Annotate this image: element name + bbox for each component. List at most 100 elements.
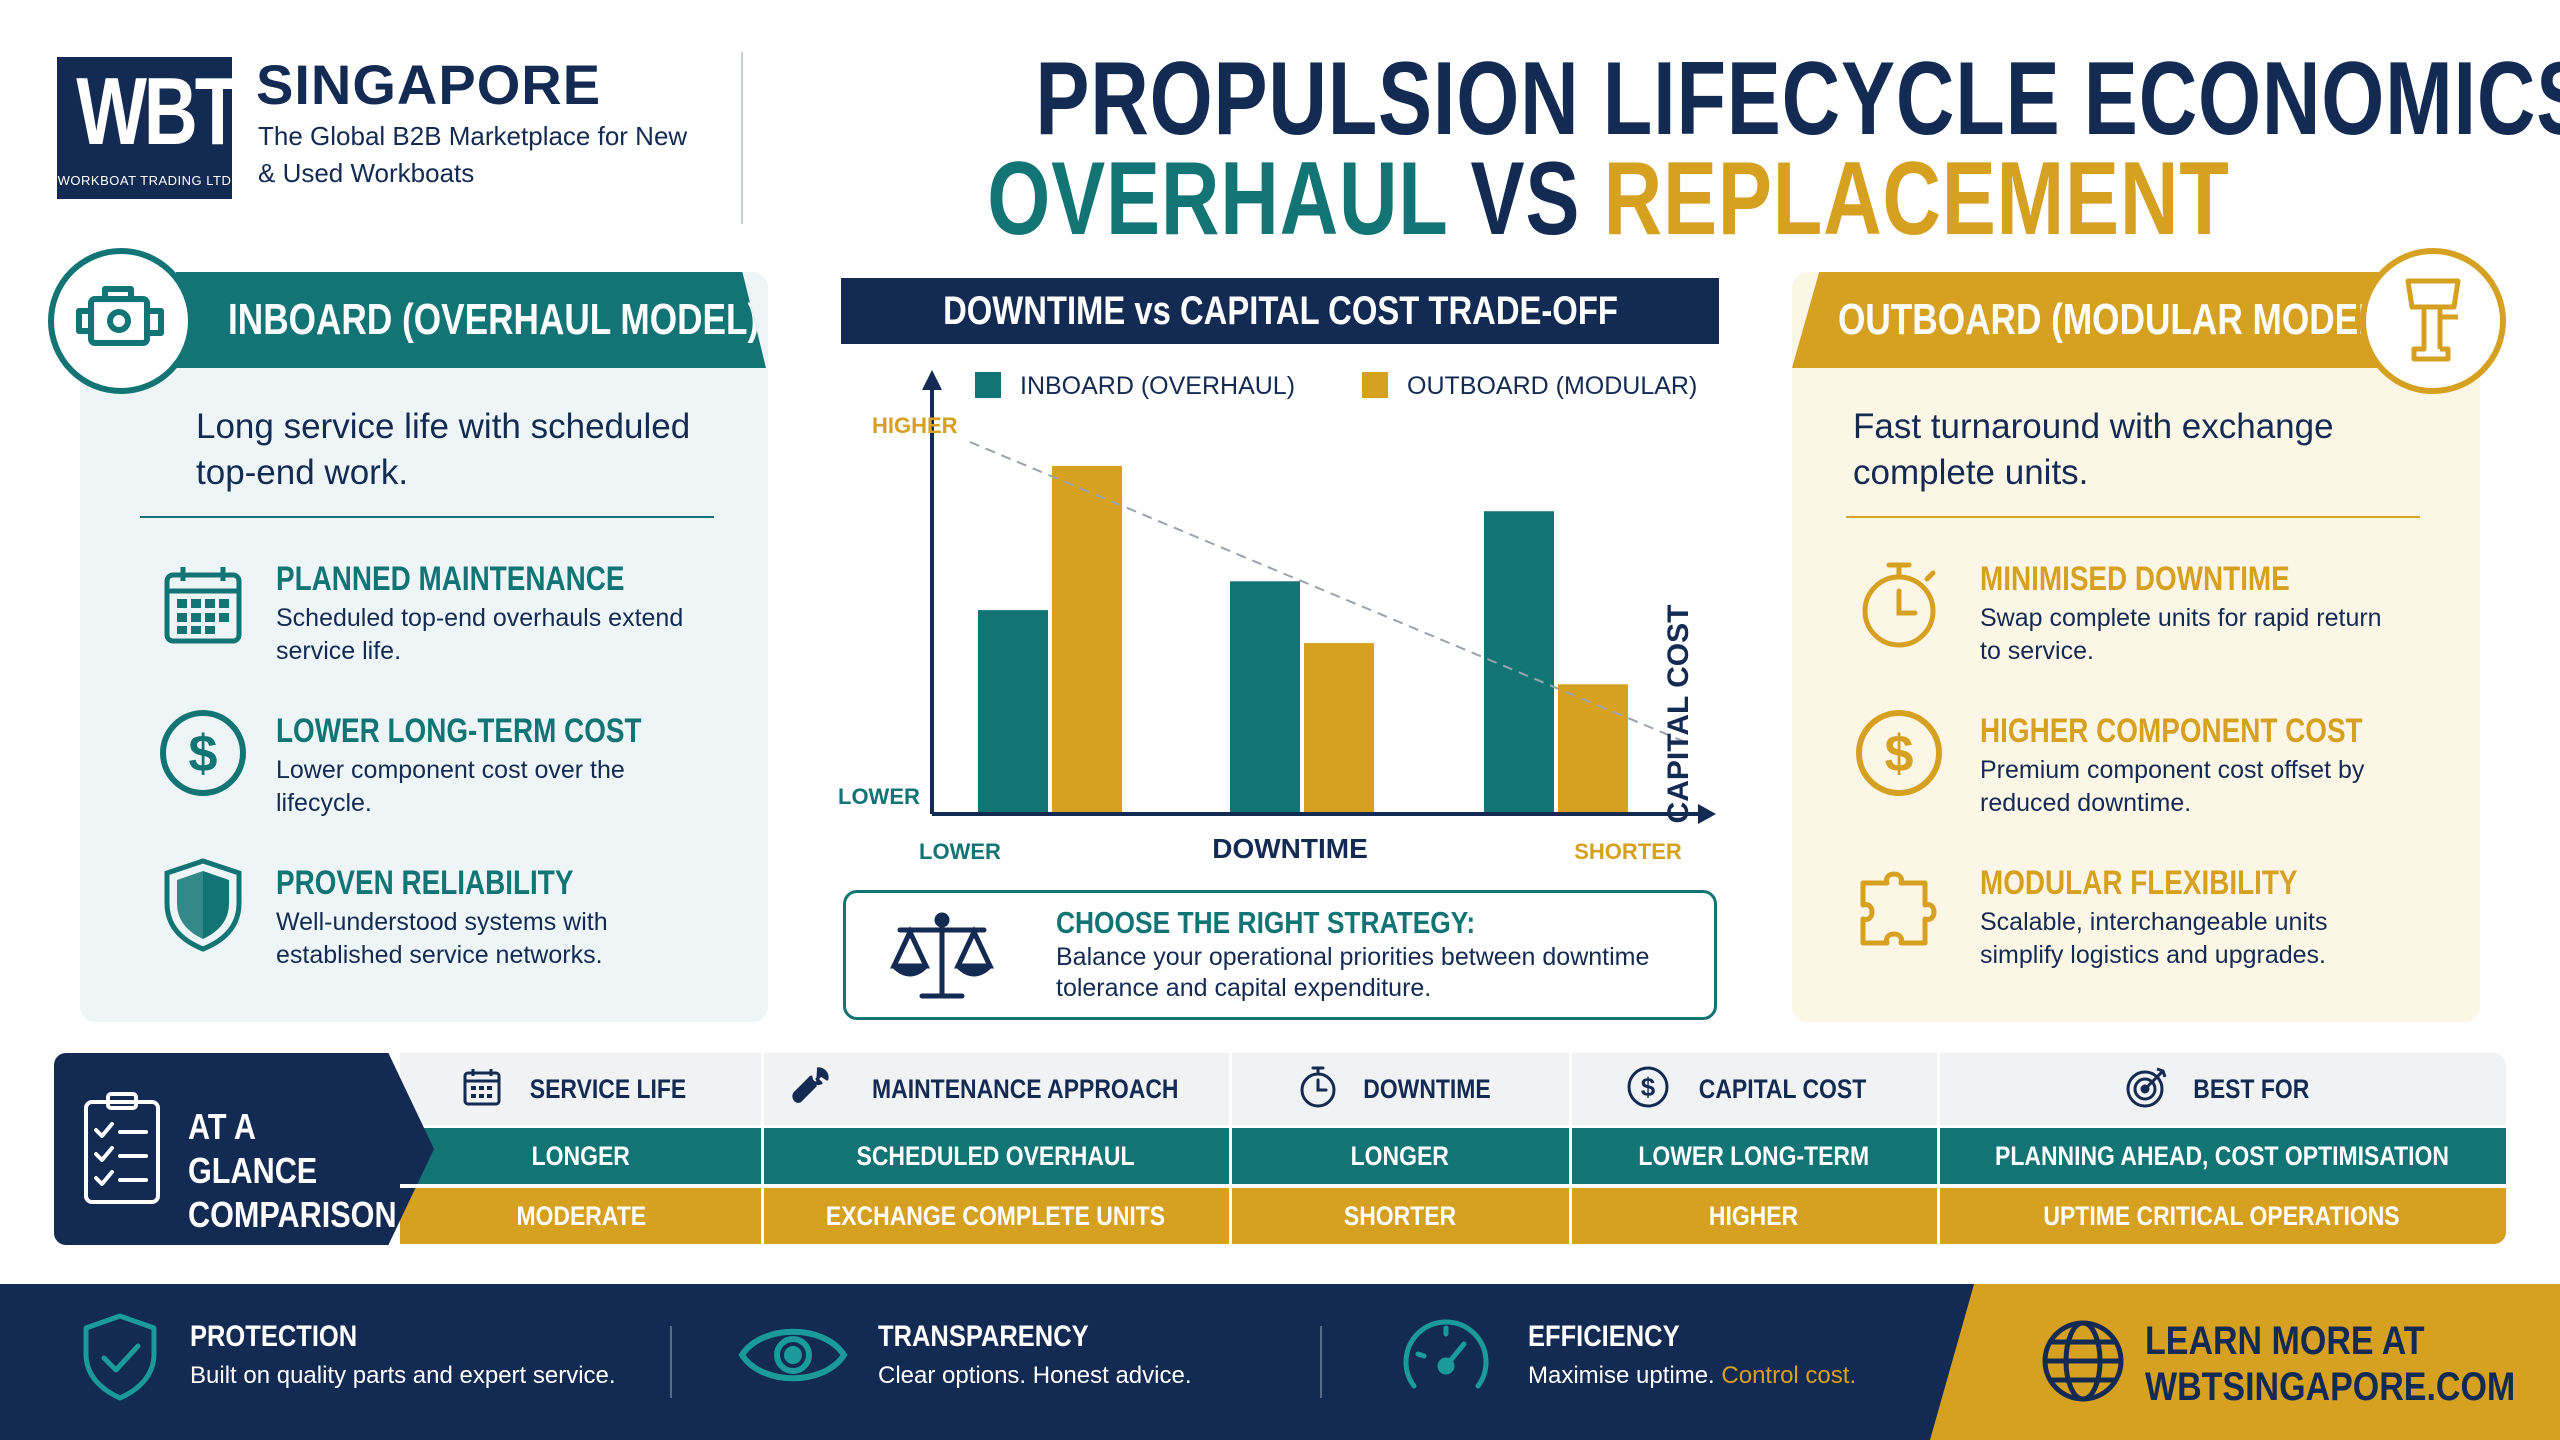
chart-legend: INBOARD (OVERHAUL) OUTBOARD (MODULAR) [975, 372, 1697, 400]
y-axis-label: CAPITAL COST [1662, 605, 1695, 824]
company-logo: WBT WORKBOAT TRADING LTD [57, 57, 241, 199]
comparison-cell: LONGER [400, 1128, 762, 1184]
col-header-label: CAPITAL COST [1699, 1073, 1867, 1104]
dollar-icon: $ [1852, 706, 1946, 800]
shield-icon [156, 858, 250, 952]
inboard-feature-desc: Scheduled top-end overhauls extend servi… [276, 604, 684, 665]
trend-line [969, 441, 1691, 745]
strategy-title: CHOOSE THE RIGHT STRATEGY: [1056, 905, 1476, 940]
col-header-service-life: SERVICE LIFE [400, 1053, 762, 1125]
footer-separator [1320, 1326, 1322, 1398]
comparison-cell: PLANNING AHEAD, COST OPTIMISATION [1938, 1128, 2506, 1184]
stopwatch-icon [1852, 558, 1946, 652]
bar-inboard-2 [1230, 581, 1300, 812]
outboard-feature-title: HIGHER COMPONENT COST [1980, 712, 2363, 750]
scales-icon [886, 910, 998, 1011]
at-a-glance-label: AT A GLANCE COMPARISON [188, 1106, 397, 1235]
brand-name: SINGAPORE [256, 53, 602, 116]
engine-icon [48, 248, 194, 394]
stopwatch-icon [1298, 1065, 1338, 1114]
svg-text:$: $ [1885, 725, 1914, 783]
outboard-feature-title: MODULAR FLEXIBILITY [1980, 864, 2298, 902]
eye-icon [738, 1318, 848, 1397]
title-overhaul: OVERHAUL [987, 141, 1448, 257]
column-separator [1229, 1053, 1232, 1244]
outboard-panel-header: OUTBOARD (MODULAR MODEL) [1792, 272, 2472, 368]
chart-title: DOWNTIME vs CAPITAL COST TRADE-OFF [942, 288, 1618, 333]
strategy-callout [843, 890, 1717, 1020]
cell-text: SCHEDULED OVERHAUL [857, 1140, 1135, 1171]
legend-label-outboard: OUTBOARD (MODULAR) [1407, 372, 1697, 400]
inboard-title: INBOARD (OVERHAUL MODEL) [228, 295, 760, 344]
target-icon [2125, 1065, 2169, 1114]
logo-text: WBT [76, 58, 240, 165]
svg-text:$: $ [189, 725, 218, 783]
y-axis-arrow [922, 370, 942, 390]
page-title-line1: PROPULSION LIFECYCLE ECONOMICS: [1035, 41, 2560, 157]
brand-tagline: The Global B2B Marketplace for New & Use… [258, 121, 688, 188]
outboard-panel [1792, 272, 2480, 1022]
x-tick-right: SHORTER [1574, 839, 1682, 864]
footer-item-title: PROTECTION [190, 1320, 358, 1353]
comparison-cell: UPTIME CRITICAL OPERATIONS [1938, 1188, 2506, 1244]
outboard-feature-desc: Swap complete units for rapid return to … [1980, 604, 2382, 665]
cta-line1[interactable]: LEARN MORE AT [2145, 1319, 2425, 1363]
cta-line2[interactable]: WBTSINGAPORE.COM [2145, 1365, 2516, 1409]
comparison-cell: SHORTER [1230, 1188, 1570, 1244]
outboard-feature-desc: Premium component cost offset by reduced… [1980, 756, 2365, 817]
bar-outboard-1 [1052, 465, 1122, 812]
cell-text: HIGHER [1709, 1200, 1799, 1231]
inboard-feature-title: PROVEN RELIABILITY [276, 864, 574, 902]
at-a-glance-label-box [54, 1053, 434, 1245]
chart-title-bar: DOWNTIME vs CAPITAL COST TRADE-OFF [841, 278, 1719, 344]
footer-item-desc: Built on quality parts and expert servic… [190, 1362, 616, 1389]
col-header-label: MAINTENANCE APPROACH [871, 1073, 1179, 1104]
globe-icon [2040, 1318, 2126, 1409]
x-axis-label: DOWNTIME [1212, 833, 1368, 864]
outboard-intro: Fast turnaround with exchange complete u… [1853, 407, 2334, 492]
footer-item-title: TRANSPARENCY [878, 1320, 1089, 1353]
page-title-line2: OVERHAUL VS REPLACEMENT [987, 140, 2229, 259]
comparison-cell: EXCHANGE COMPLETE UNITS [762, 1188, 1230, 1244]
title-vs: VS [1470, 141, 1581, 257]
inboard-feature-title: PLANNED MAINTENANCE [276, 560, 625, 598]
comparison-cell: LONGER [1230, 1128, 1570, 1184]
bar-inboard-1 [978, 610, 1048, 812]
col-header-label: DOWNTIME [1363, 1073, 1491, 1104]
outboard-title: OUTBOARD (MODULAR MODEL) [1838, 295, 2392, 344]
footer-desc-text: Maximise uptime. [1528, 1362, 1715, 1389]
footer-separator [670, 1326, 672, 1398]
dollar-icon: $ [156, 706, 250, 800]
bar-outboard-2 [1304, 643, 1374, 812]
tradeoff-bar-chart: HIGHER LOWER CAPITAL COST LOWER DOWNTIME… [838, 370, 1716, 864]
col-header-downtime: DOWNTIME [1230, 1053, 1570, 1125]
cta-link[interactable]: LEARN MORE AT WBTSINGAPORE.COM [2145, 1318, 2515, 1410]
col-header-label: BEST FOR [2192, 1073, 2310, 1104]
calendar-icon [462, 1067, 502, 1112]
comparison-cell: LOWER LONG-TERM [1570, 1128, 1938, 1184]
inboard-feature-title: LOWER LONG-TERM COST [276, 712, 642, 750]
outboard-divider [1846, 516, 2420, 518]
outboard-motor-icon [2360, 248, 2506, 394]
footer-item-desc: Clear options. Honest advice. [878, 1362, 1192, 1389]
inboard-divider [140, 516, 714, 518]
inboard-intro: Long service life with scheduled top-end… [196, 407, 691, 492]
cell-text: LOWER LONG-TERM [1638, 1140, 1870, 1171]
column-separator [761, 1053, 764, 1244]
cell-text: LONGER [1350, 1140, 1450, 1171]
x-tick-left: LOWER [919, 839, 1001, 864]
bar-outboard-3 [1558, 684, 1628, 812]
comparison-cell: MODERATE [400, 1188, 762, 1244]
legend-swatch-outboard [1362, 372, 1388, 398]
footer-cta-panel[interactable] [1930, 1284, 2560, 1440]
y-tick-bottom: LOWER [838, 784, 920, 809]
calendar-icon [156, 558, 250, 652]
inboard-panel-header: INBOARD (OVERHAUL MODEL) [176, 272, 766, 368]
wrench-icon [787, 1065, 831, 1114]
cell-text: LONGER [531, 1140, 631, 1171]
col-header-best-for: BEST FOR [1938, 1053, 2506, 1125]
logo-subtext: WORKBOAT TRADING LTD [57, 173, 232, 188]
strategy-desc: Balance your operational priorities betw… [1056, 943, 1650, 1002]
header-divider [741, 52, 743, 224]
comparison-cell: SCHEDULED OVERHAUL [762, 1128, 1230, 1184]
